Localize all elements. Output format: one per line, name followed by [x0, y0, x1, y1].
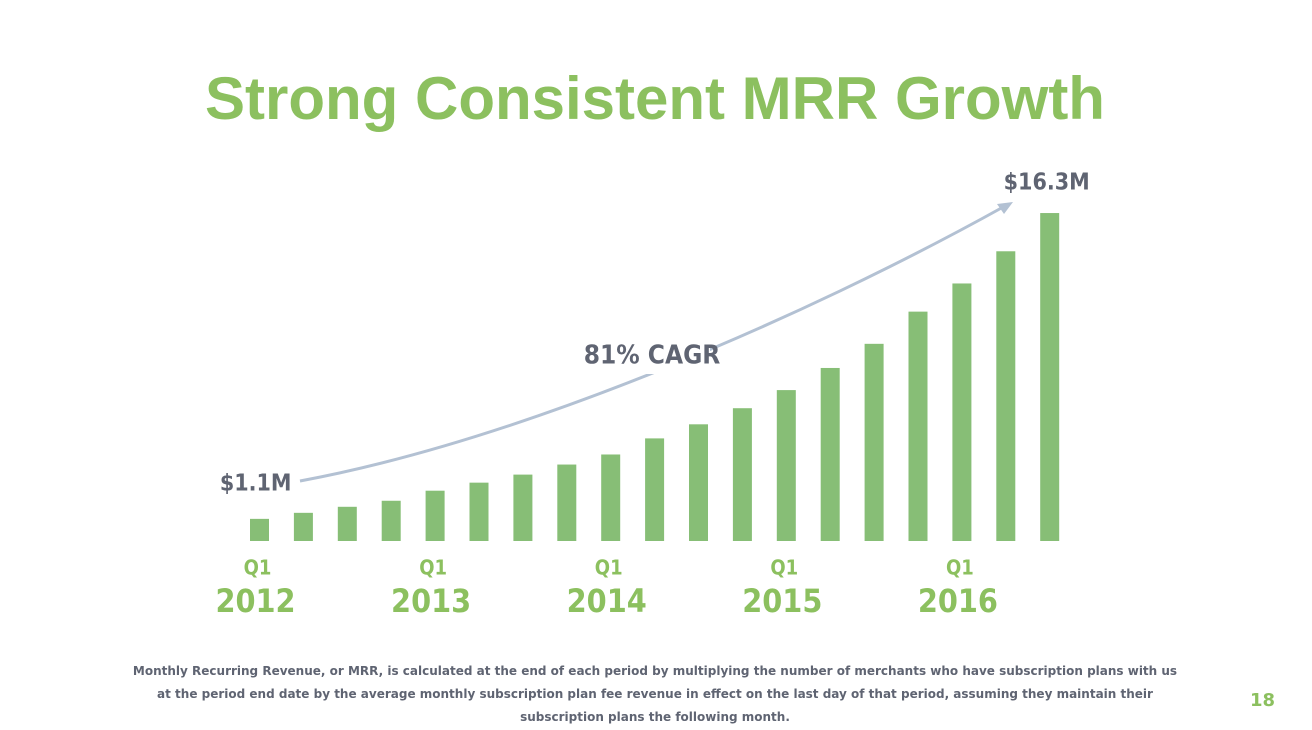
bar [293, 512, 313, 541]
bar [469, 482, 489, 541]
bar [645, 438, 665, 541]
bar [425, 490, 445, 541]
bar [1040, 213, 1060, 541]
page-number: 18 [1250, 690, 1276, 711]
bar [381, 500, 401, 541]
bar [601, 454, 621, 541]
cagr-annotation: 81% CAGR [584, 341, 721, 371]
bar [908, 311, 928, 541]
bar [513, 474, 533, 541]
arrow-head [997, 202, 1013, 214]
value-label: $16.3M [1004, 170, 1090, 196]
bar [250, 518, 269, 541]
bar [996, 251, 1016, 541]
value-label: $1.1M [220, 471, 292, 497]
chart-title: Strong Consistent MRR Growth [205, 65, 1105, 132]
bar [776, 390, 796, 541]
x-tick-quarter: Q1 [946, 556, 974, 580]
x-tick-quarter: Q1 [419, 556, 447, 580]
bar [337, 506, 357, 541]
x-tick-year: 2014 [567, 582, 647, 620]
x-tick-quarter: Q1 [244, 556, 272, 580]
x-tick-year: 2013 [391, 582, 471, 620]
bar [689, 424, 708, 541]
bar [864, 343, 884, 541]
x-tick-quarter: Q1 [595, 556, 623, 580]
x-tick-year: 2012 [215, 582, 295, 620]
bar [557, 464, 577, 541]
bar [732, 408, 752, 541]
x-tick-year: 2016 [918, 582, 998, 620]
bar [820, 367, 840, 541]
x-tick-year: 2015 [742, 582, 822, 620]
chart: Strong Consistent MRR Growth 81% CAGR Q1… [205, 65, 1105, 620]
bar [952, 283, 972, 541]
x-tick-quarter: Q1 [770, 556, 798, 580]
annotation-bg [595, 338, 710, 374]
footnote: Monthly Recurring Revenue, or MRR, is ca… [132, 664, 1178, 724]
